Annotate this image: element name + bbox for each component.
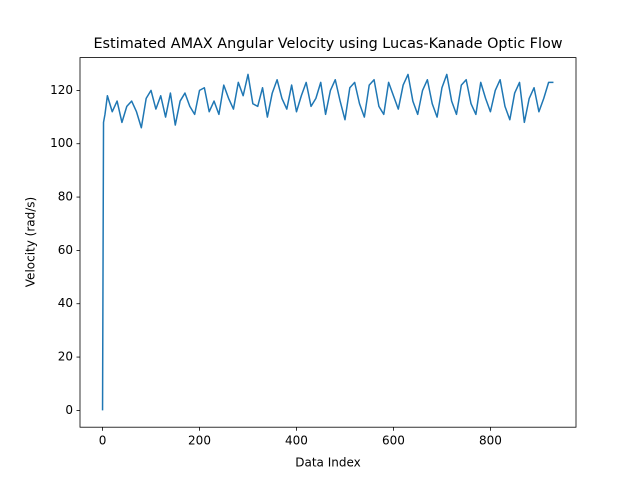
y-tick-label: 40 bbox=[58, 296, 73, 310]
y-tick-label: 0 bbox=[65, 403, 73, 417]
chart-title: Estimated AMAX Angular Velocity using Lu… bbox=[93, 36, 562, 52]
y-axis-label: Velocity (rad/s) bbox=[24, 197, 38, 287]
x-tick-label: 400 bbox=[285, 434, 308, 448]
y-tick-label: 80 bbox=[58, 190, 73, 204]
axes-frame bbox=[79, 57, 577, 428]
x-tick-label: 0 bbox=[99, 434, 107, 448]
x-tick-label: 200 bbox=[188, 434, 211, 448]
x-tick-label: 800 bbox=[479, 434, 502, 448]
data-line bbox=[101, 73, 554, 411]
y-tick-label: 100 bbox=[50, 136, 73, 150]
x-tick-label: 600 bbox=[382, 434, 405, 448]
y-tick-label: 60 bbox=[58, 243, 73, 257]
x-axis-label: Data Index bbox=[295, 456, 361, 470]
y-tick-label: 20 bbox=[58, 350, 73, 364]
y-tick-label: 120 bbox=[50, 83, 73, 97]
